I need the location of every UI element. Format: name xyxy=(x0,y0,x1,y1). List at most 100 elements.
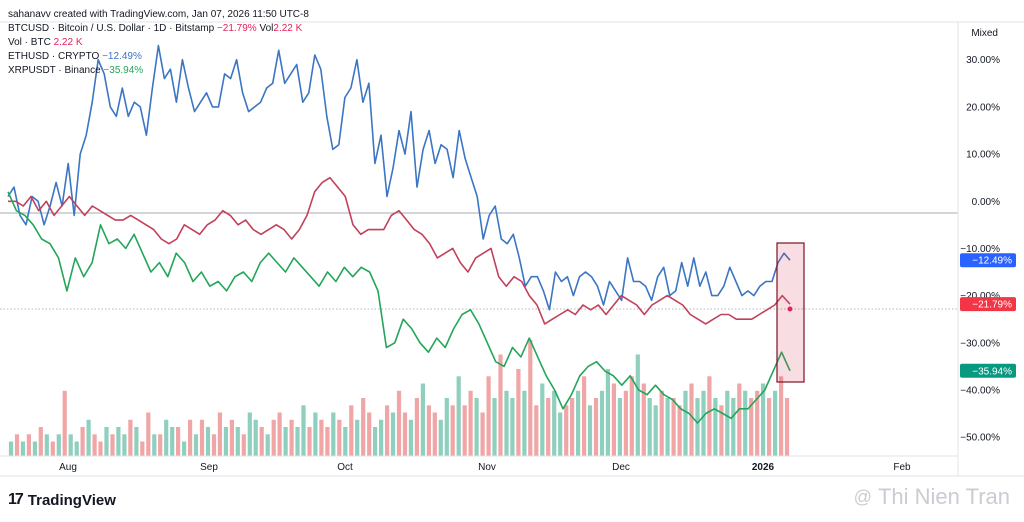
volume-bar xyxy=(313,412,318,456)
tradingview-logo-icon: 17 xyxy=(8,491,24,508)
volume-bar xyxy=(211,434,217,457)
volume-bar xyxy=(295,427,300,456)
legend-value-btcusd: −21.79% xyxy=(216,23,257,34)
volume-bar xyxy=(188,419,193,457)
volume-bar xyxy=(546,398,551,456)
last-value-label: −12.49% xyxy=(972,256,1012,267)
volume-bar xyxy=(414,398,419,456)
volume-bar xyxy=(307,427,312,456)
volume-bar xyxy=(56,434,61,457)
y-tick-label: 10.00% xyxy=(966,150,1000,161)
volume-bar xyxy=(277,412,282,456)
x-tick-label: Aug xyxy=(59,462,77,473)
volume-bar xyxy=(164,419,169,457)
volume-bar xyxy=(98,441,103,456)
time-scale[interactable]: Aug Sep Oct Nov Dec 2026 Feb xyxy=(59,462,911,473)
volume-bar xyxy=(223,427,228,456)
volume-bar xyxy=(361,398,366,456)
volume-bar xyxy=(146,412,151,456)
series-line-ethusd[interactable] xyxy=(7,44,791,311)
y-tick-label: −50.00% xyxy=(960,433,1000,444)
volume-bar xyxy=(140,441,145,456)
volume-bar xyxy=(611,383,616,456)
last-value-label: −21.79% xyxy=(972,300,1012,311)
legend-row-btcusd[interactable]: BTCUSD · Bitcoin / U.S. Dollar · 1D · Bi… xyxy=(8,22,309,36)
volume-bar xyxy=(152,434,157,457)
series-lines xyxy=(7,44,791,424)
volume-bar xyxy=(570,398,575,456)
x-tick-label: Nov xyxy=(478,462,496,473)
volume-bar xyxy=(337,419,342,457)
volume-bar xyxy=(80,427,85,456)
volume-bar xyxy=(528,340,533,456)
volume-bar xyxy=(480,412,485,456)
y-tick-label: −10.00% xyxy=(960,244,1000,255)
x-tick-label: Feb xyxy=(893,462,911,473)
volume-bars xyxy=(8,340,790,457)
volume-bar xyxy=(749,398,754,456)
volume-bar xyxy=(677,405,682,457)
volume-bar xyxy=(367,412,372,456)
volume-bar xyxy=(647,398,652,456)
scale-mode-label[interactable]: Mixed xyxy=(971,28,998,39)
volume-bar xyxy=(767,398,772,456)
x-tick-label: Dec xyxy=(612,462,630,473)
legend-value-vol: 2.22 K xyxy=(53,37,83,48)
volume-bar xyxy=(343,427,348,456)
volume-bar xyxy=(253,419,258,457)
volume-bar xyxy=(784,398,790,456)
volume-bar xyxy=(379,419,384,457)
volume-bar xyxy=(743,390,748,457)
volume-bar xyxy=(492,398,497,456)
volume-bar xyxy=(689,383,694,456)
volume-bar xyxy=(450,405,455,457)
volume-bar xyxy=(74,441,79,456)
volume-bar xyxy=(552,390,557,457)
legend-label-btcusd: BTCUSD · Bitcoin / U.S. Dollar · 1D · Bi… xyxy=(8,23,215,34)
volume-bar xyxy=(402,412,408,456)
last-price-dot xyxy=(787,306,793,312)
volume-bar xyxy=(385,405,390,457)
volume-bar xyxy=(301,405,306,457)
volume-bar xyxy=(779,376,784,457)
volume-bar xyxy=(755,390,760,457)
volume-bar xyxy=(128,419,133,457)
volume-bar xyxy=(420,383,425,456)
volume-bar xyxy=(498,354,503,456)
volume-bar xyxy=(617,398,622,456)
series-line-btcusd[interactable] xyxy=(8,176,791,325)
volume-bar xyxy=(456,376,461,457)
volume-bar xyxy=(104,427,109,456)
volume-bar xyxy=(486,376,491,457)
volume-bar xyxy=(623,390,628,457)
volume-bar xyxy=(701,390,706,457)
volume-bar xyxy=(373,427,378,456)
legend-row-vol[interactable]: Vol · BTC 2.22 K xyxy=(8,36,309,50)
author-watermark: @ Thi Nien Tran xyxy=(854,484,1010,510)
volume-bar xyxy=(438,419,443,457)
volume-bar xyxy=(283,427,288,456)
volume-bar xyxy=(247,412,252,456)
volume-bar xyxy=(62,390,67,457)
legend-row-xrpusdt[interactable]: XRPUSDT · Binance −35.94% xyxy=(8,64,309,78)
volume-bar xyxy=(737,383,742,456)
legend-vol-inline: 2.22 K xyxy=(273,23,303,34)
volume-bar xyxy=(349,405,354,457)
y-tick-label: 30.00% xyxy=(966,55,1000,66)
y-tick-label: 0.00% xyxy=(972,197,1000,208)
volume-bar xyxy=(259,427,264,456)
legend-row-ethusd[interactable]: ETHUSD · CRYPTO −12.49% xyxy=(8,50,309,64)
volume-bar xyxy=(719,405,724,457)
price-scale[interactable]: 30.00% 20.00% 10.00% 0.00% −10.00% −20.00% −30… xyxy=(960,55,1000,443)
series-line-xrpusdt[interactable] xyxy=(7,191,791,424)
volume-bar xyxy=(516,369,521,456)
volume-bar xyxy=(629,376,634,457)
volume-bar xyxy=(68,434,73,457)
volume-bar xyxy=(205,427,211,456)
volume-bar xyxy=(170,427,175,456)
volume-bar xyxy=(707,376,712,457)
volume-bar xyxy=(683,390,688,457)
volume-bar xyxy=(468,390,473,457)
volume-bar xyxy=(271,419,276,457)
